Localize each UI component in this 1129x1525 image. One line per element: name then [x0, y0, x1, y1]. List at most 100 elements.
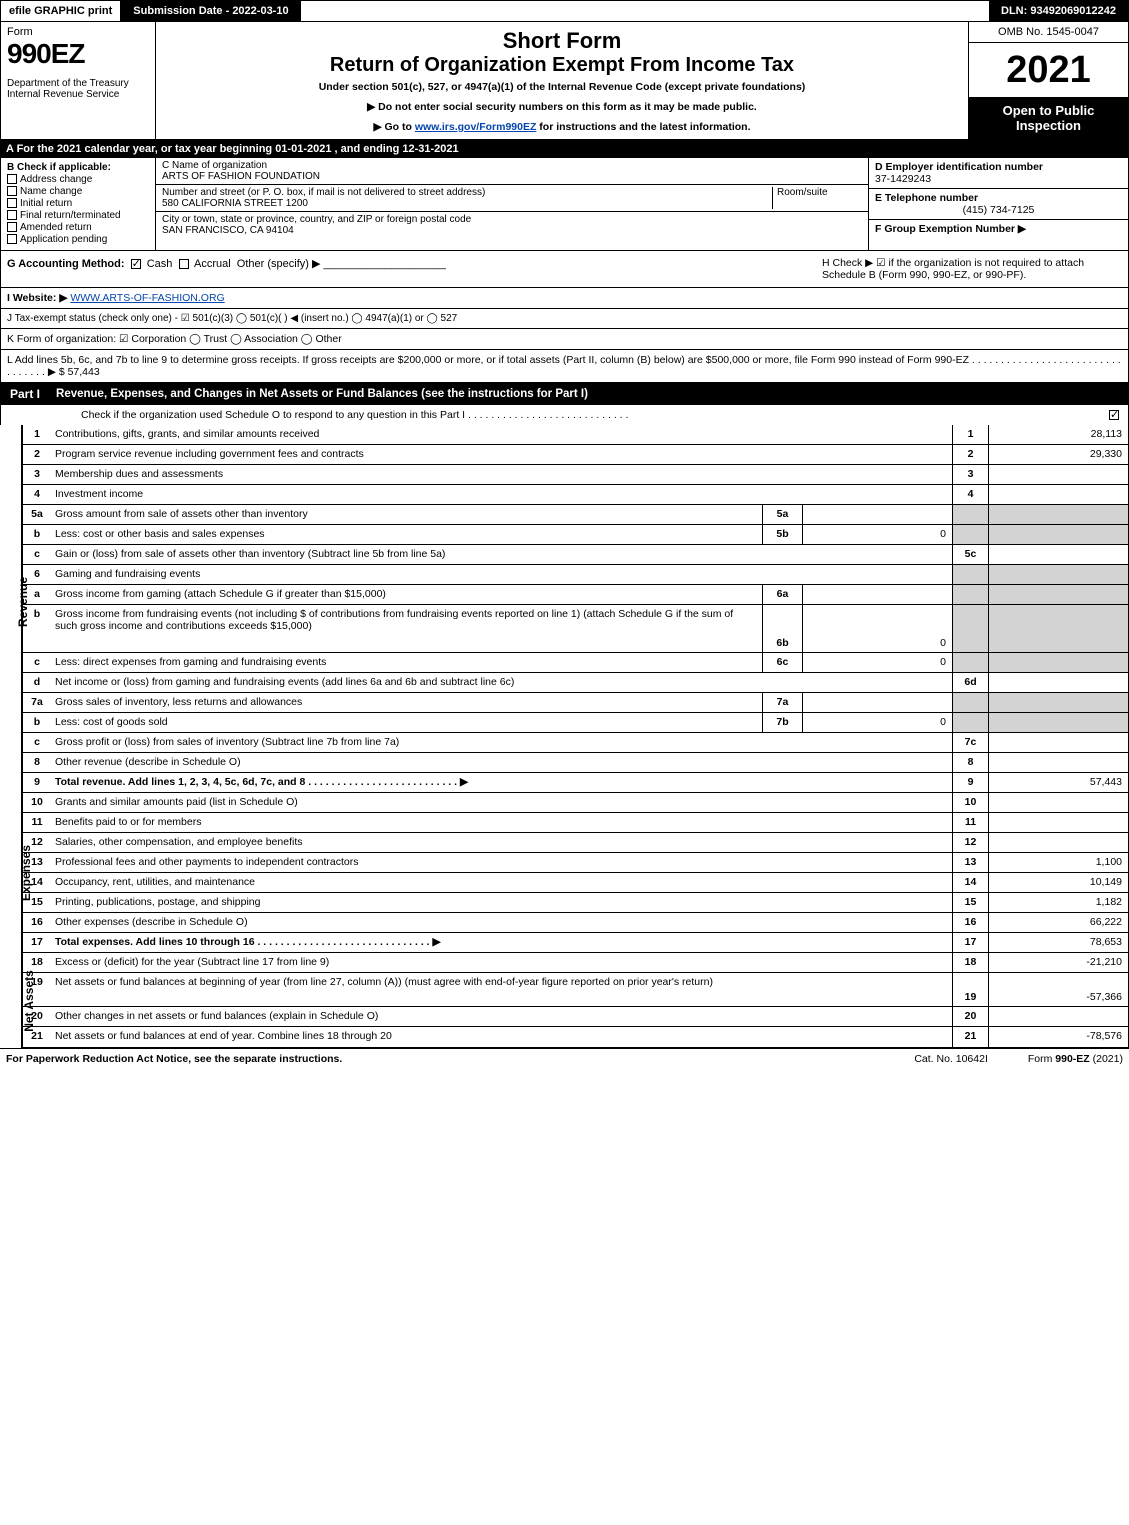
- d-label: D Employer identification number: [875, 161, 1043, 173]
- website-link[interactable]: WWW.ARTS-OF-FASHION.ORG: [70, 292, 224, 304]
- part1-header: Part I Revenue, Expenses, and Changes in…: [0, 383, 1129, 405]
- line-12: 12Salaries, other compensation, and empl…: [23, 833, 1128, 853]
- open-inspection: Open to Public Inspection: [969, 97, 1128, 139]
- part1-desc: Check if the organization used Schedule …: [0, 405, 1129, 425]
- footer-left: For Paperwork Reduction Act Notice, see …: [6, 1053, 342, 1065]
- sv-6a: [802, 585, 952, 604]
- note-goto: ▶ Go to www.irs.gov/Form990EZ for instru…: [166, 121, 958, 133]
- dept-label: Department of the Treasury Internal Reve…: [7, 78, 149, 100]
- row-gh: G Accounting Method: Cash Accrual Other …: [0, 251, 1129, 288]
- chk-pending[interactable]: Application pending: [7, 234, 149, 245]
- g-label: G Accounting Method:: [7, 258, 125, 270]
- amt-2: 29,330: [988, 445, 1128, 464]
- amt-10: [988, 793, 1128, 812]
- chk-name[interactable]: Name change: [7, 186, 149, 197]
- c-addr-row: Number and street (or P. O. box, if mail…: [156, 185, 868, 212]
- org-address: 580 CALIFORNIA STREET 1200: [162, 198, 308, 209]
- section-g: G Accounting Method: Cash Accrual Other …: [7, 257, 822, 281]
- amt-12: [988, 833, 1128, 852]
- chk-final[interactable]: Final return/terminated: [7, 210, 149, 221]
- line-5c: cGain or (loss) from sale of assets othe…: [23, 545, 1128, 565]
- tax-year: 2021: [969, 43, 1128, 97]
- irs-link[interactable]: www.irs.gov/Form990EZ: [415, 121, 537, 133]
- part1-schedule-o-check[interactable]: [1109, 409, 1122, 421]
- line-19: 19Net assets or fund balances at beginni…: [23, 973, 1128, 1007]
- chk-accrual[interactable]: [179, 259, 189, 269]
- note-goto-post: for instructions and the latest informat…: [536, 121, 750, 133]
- line-7c: cGross profit or (loss) from sales of in…: [23, 733, 1128, 753]
- line-6b: bGross income from fundraising events (n…: [23, 605, 1128, 653]
- org-city: SAN FRANCISCO, CA 94104: [162, 225, 294, 236]
- org-name: ARTS OF FASHION FOUNDATION: [162, 171, 320, 182]
- top-bar: efile GRAPHIC print Submission Date - 20…: [0, 0, 1129, 22]
- line-2: 2Program service revenue including gover…: [23, 445, 1128, 465]
- line-13: 13Professional fees and other payments t…: [23, 853, 1128, 873]
- sv-7b: 0: [802, 713, 952, 732]
- chk-amended[interactable]: Amended return: [7, 222, 149, 233]
- amt-17: 78,653: [988, 933, 1128, 952]
- netassets-grid: 18Excess or (deficit) for the year (Subt…: [22, 953, 1129, 1048]
- amt-9: 57,443: [988, 773, 1128, 792]
- section-j: J Tax-exempt status (check only one) - ☑…: [0, 309, 1129, 329]
- section-a: A For the 2021 calendar year, or tax yea…: [0, 140, 1129, 158]
- side-expenses: Expenses: [0, 793, 22, 953]
- submission-date: Submission Date - 2022-03-10: [121, 1, 300, 21]
- section-d: D Employer identification number 37-1429…: [869, 158, 1128, 189]
- under-section: Under section 501(c), 527, or 4947(a)(1)…: [166, 81, 958, 93]
- e-label: E Telephone number: [875, 192, 978, 204]
- side-revenue-label: Revenue: [16, 577, 30, 627]
- amt-7c: [988, 733, 1128, 752]
- section-k: K Form of organization: ☑ Corporation ◯ …: [0, 329, 1129, 350]
- form-header: Form 990EZ Department of the Treasury In…: [0, 22, 1129, 140]
- line-1: 1Contributions, gifts, grants, and simil…: [23, 425, 1128, 445]
- room-suite-lbl: Room/suite: [772, 187, 862, 209]
- chk-cash[interactable]: [131, 259, 141, 269]
- amt-19: -57,366: [988, 973, 1128, 1006]
- sv-5a: [802, 505, 952, 524]
- header-left: Form 990EZ Department of the Treasury In…: [1, 22, 156, 139]
- line-21: 21Net assets or fund balances at end of …: [23, 1027, 1128, 1047]
- i-label: I Website: ▶: [7, 292, 67, 304]
- omb-number: OMB No. 1545-0047: [969, 22, 1128, 43]
- amt-13: 1,100: [988, 853, 1128, 872]
- amt-11: [988, 813, 1128, 832]
- line-11: 11Benefits paid to or for members11: [23, 813, 1128, 833]
- expenses-grid: 10Grants and similar amounts paid (list …: [22, 793, 1129, 953]
- section-def: D Employer identification number 37-1429…: [868, 158, 1128, 250]
- amt-14: 10,149: [988, 873, 1128, 892]
- side-netassets: Net Assets: [0, 953, 22, 1048]
- line-5b: bLess: cost or other basis and sales exp…: [23, 525, 1128, 545]
- footer-right: Form 990-EZ (2021): [1028, 1053, 1123, 1065]
- side-netassets-label: Net Assets: [22, 970, 36, 1032]
- return-title: Return of Organization Exempt From Incom…: [166, 54, 958, 77]
- sv-7a: [802, 693, 952, 712]
- section-e: E Telephone number (415) 734-7125: [869, 189, 1128, 220]
- ein: 37-1429243: [875, 173, 931, 185]
- telephone: (415) 734-7125: [875, 204, 1122, 216]
- sv-5b: 0: [802, 525, 952, 544]
- line-16: 16Other expenses (describe in Schedule O…: [23, 913, 1128, 933]
- amt-5c: [988, 545, 1128, 564]
- line-7b: bLess: cost of goods sold7b0: [23, 713, 1128, 733]
- b-label: B Check if applicable:: [7, 162, 111, 173]
- line-18: 18Excess or (deficit) for the year (Subt…: [23, 953, 1128, 973]
- section-l: L Add lines 5b, 6c, and 7b to line 9 to …: [0, 350, 1129, 383]
- section-b: B Check if applicable: Address change Na…: [1, 158, 156, 250]
- efile-label[interactable]: efile GRAPHIC print: [1, 1, 121, 21]
- amt-20: [988, 1007, 1128, 1026]
- sv-6b: 0: [802, 605, 952, 652]
- line-10: 10Grants and similar amounts paid (list …: [23, 793, 1128, 813]
- chk-initial[interactable]: Initial return: [7, 198, 149, 209]
- amt-3: [988, 465, 1128, 484]
- line-8: 8Other revenue (describe in Schedule O)8: [23, 753, 1128, 773]
- line-7a: 7aGross sales of inventory, less returns…: [23, 693, 1128, 713]
- chk-address[interactable]: Address change: [7, 174, 149, 185]
- f-label: F Group Exemption Number ▶: [875, 223, 1026, 235]
- form-number: 990EZ: [7, 38, 149, 70]
- section-h: H Check ▶ ☑ if the organization is not r…: [822, 257, 1122, 281]
- footer-mid: Cat. No. 10642I: [914, 1053, 988, 1065]
- line-9: 9Total revenue. Add lines 1, 2, 3, 4, 5c…: [23, 773, 1128, 793]
- note-ssn: ▶ Do not enter social security numbers o…: [166, 101, 958, 113]
- c-name-lbl: C Name of organization: [162, 160, 267, 171]
- line-20: 20Other changes in net assets or fund ba…: [23, 1007, 1128, 1027]
